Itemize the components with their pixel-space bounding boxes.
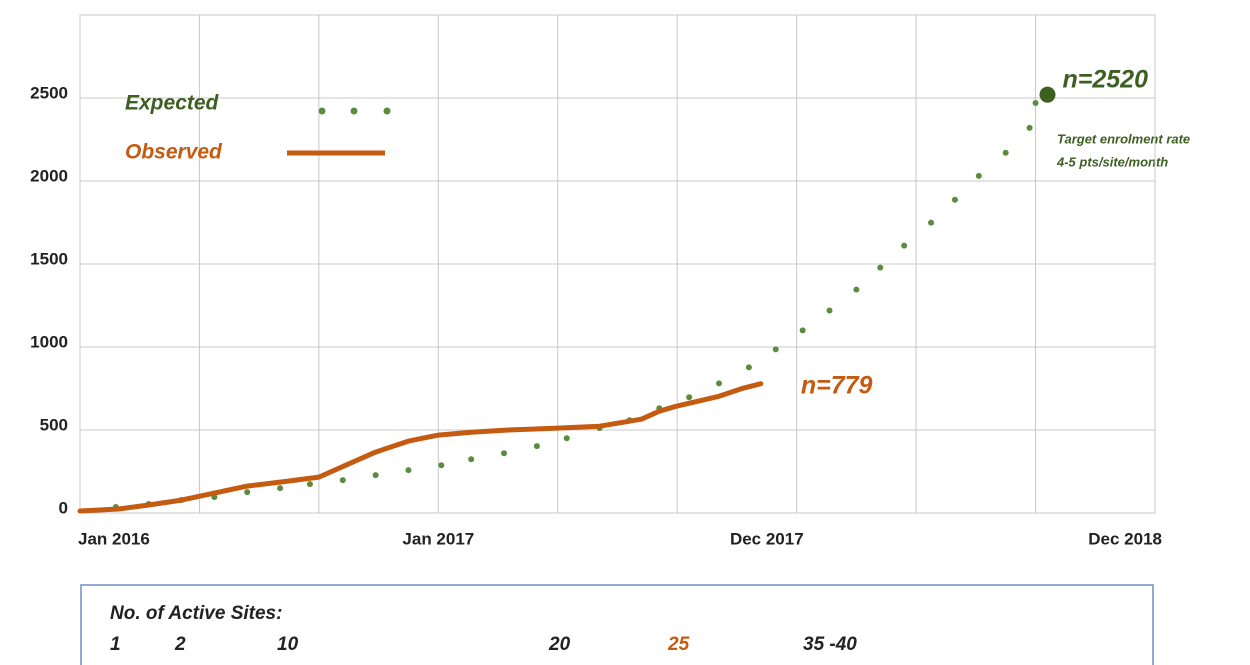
x-tick-label: Jan 2016 <box>78 529 150 548</box>
data-point <box>686 394 693 401</box>
x-tick-label: Jan 2017 <box>402 529 474 548</box>
data-point <box>799 327 806 334</box>
data-point <box>772 346 779 353</box>
legend-swatch <box>383 107 391 115</box>
y-tick-label: 2500 <box>30 83 68 102</box>
y-tick-label: 2000 <box>30 166 68 185</box>
sites-title: No. of Active Sites: <box>110 603 282 624</box>
legend-label: Observed <box>125 141 223 164</box>
sites-box <box>80 584 1154 665</box>
data-point <box>277 485 284 492</box>
legend-swatch <box>350 107 358 115</box>
data-point <box>1032 99 1039 106</box>
y-tick-label: 1000 <box>30 332 68 351</box>
site-count: 20 <box>548 634 571 655</box>
series-line <box>77 381 764 514</box>
data-point <box>438 462 445 469</box>
data-point <box>533 443 540 450</box>
target-note: 4-5 pts/site/month <box>1056 154 1168 169</box>
annotation-marker <box>1039 86 1056 103</box>
data-point <box>1026 124 1033 131</box>
data-point <box>877 264 884 271</box>
annotation: n=779 <box>801 371 873 399</box>
data-point <box>745 364 752 371</box>
data-point <box>501 450 508 457</box>
data-point <box>405 467 412 474</box>
y-tick-label: 0 <box>59 498 68 517</box>
y-tick-label: 1500 <box>30 249 68 268</box>
data-point <box>339 477 346 484</box>
data-point <box>901 242 908 249</box>
data-point <box>306 481 313 488</box>
data-point <box>975 172 982 179</box>
data-point <box>928 219 935 226</box>
data-point <box>468 456 475 463</box>
data-point <box>563 435 570 442</box>
data-point <box>951 196 958 203</box>
data-point <box>716 380 723 387</box>
site-count: 1 <box>110 634 121 655</box>
data-point <box>244 489 251 496</box>
site-count: 35 -40 <box>803 634 857 655</box>
x-tick-label: Dec 2017 <box>730 529 804 548</box>
annotation: n=2520 <box>1063 65 1149 93</box>
site-count: 25 <box>667 634 690 655</box>
legend-swatch <box>318 107 326 115</box>
x-tick-label: Dec 2018 <box>1088 529 1162 548</box>
site-count: 10 <box>277 634 299 655</box>
data-point <box>372 472 379 479</box>
data-point <box>853 286 860 293</box>
legend-label: Expected <box>125 92 220 115</box>
site-count: 2 <box>174 634 186 655</box>
y-tick-label: 500 <box>40 415 68 434</box>
data-point <box>826 307 833 314</box>
target-note: Target enrolment rate <box>1057 131 1190 146</box>
data-point <box>1002 149 1009 156</box>
